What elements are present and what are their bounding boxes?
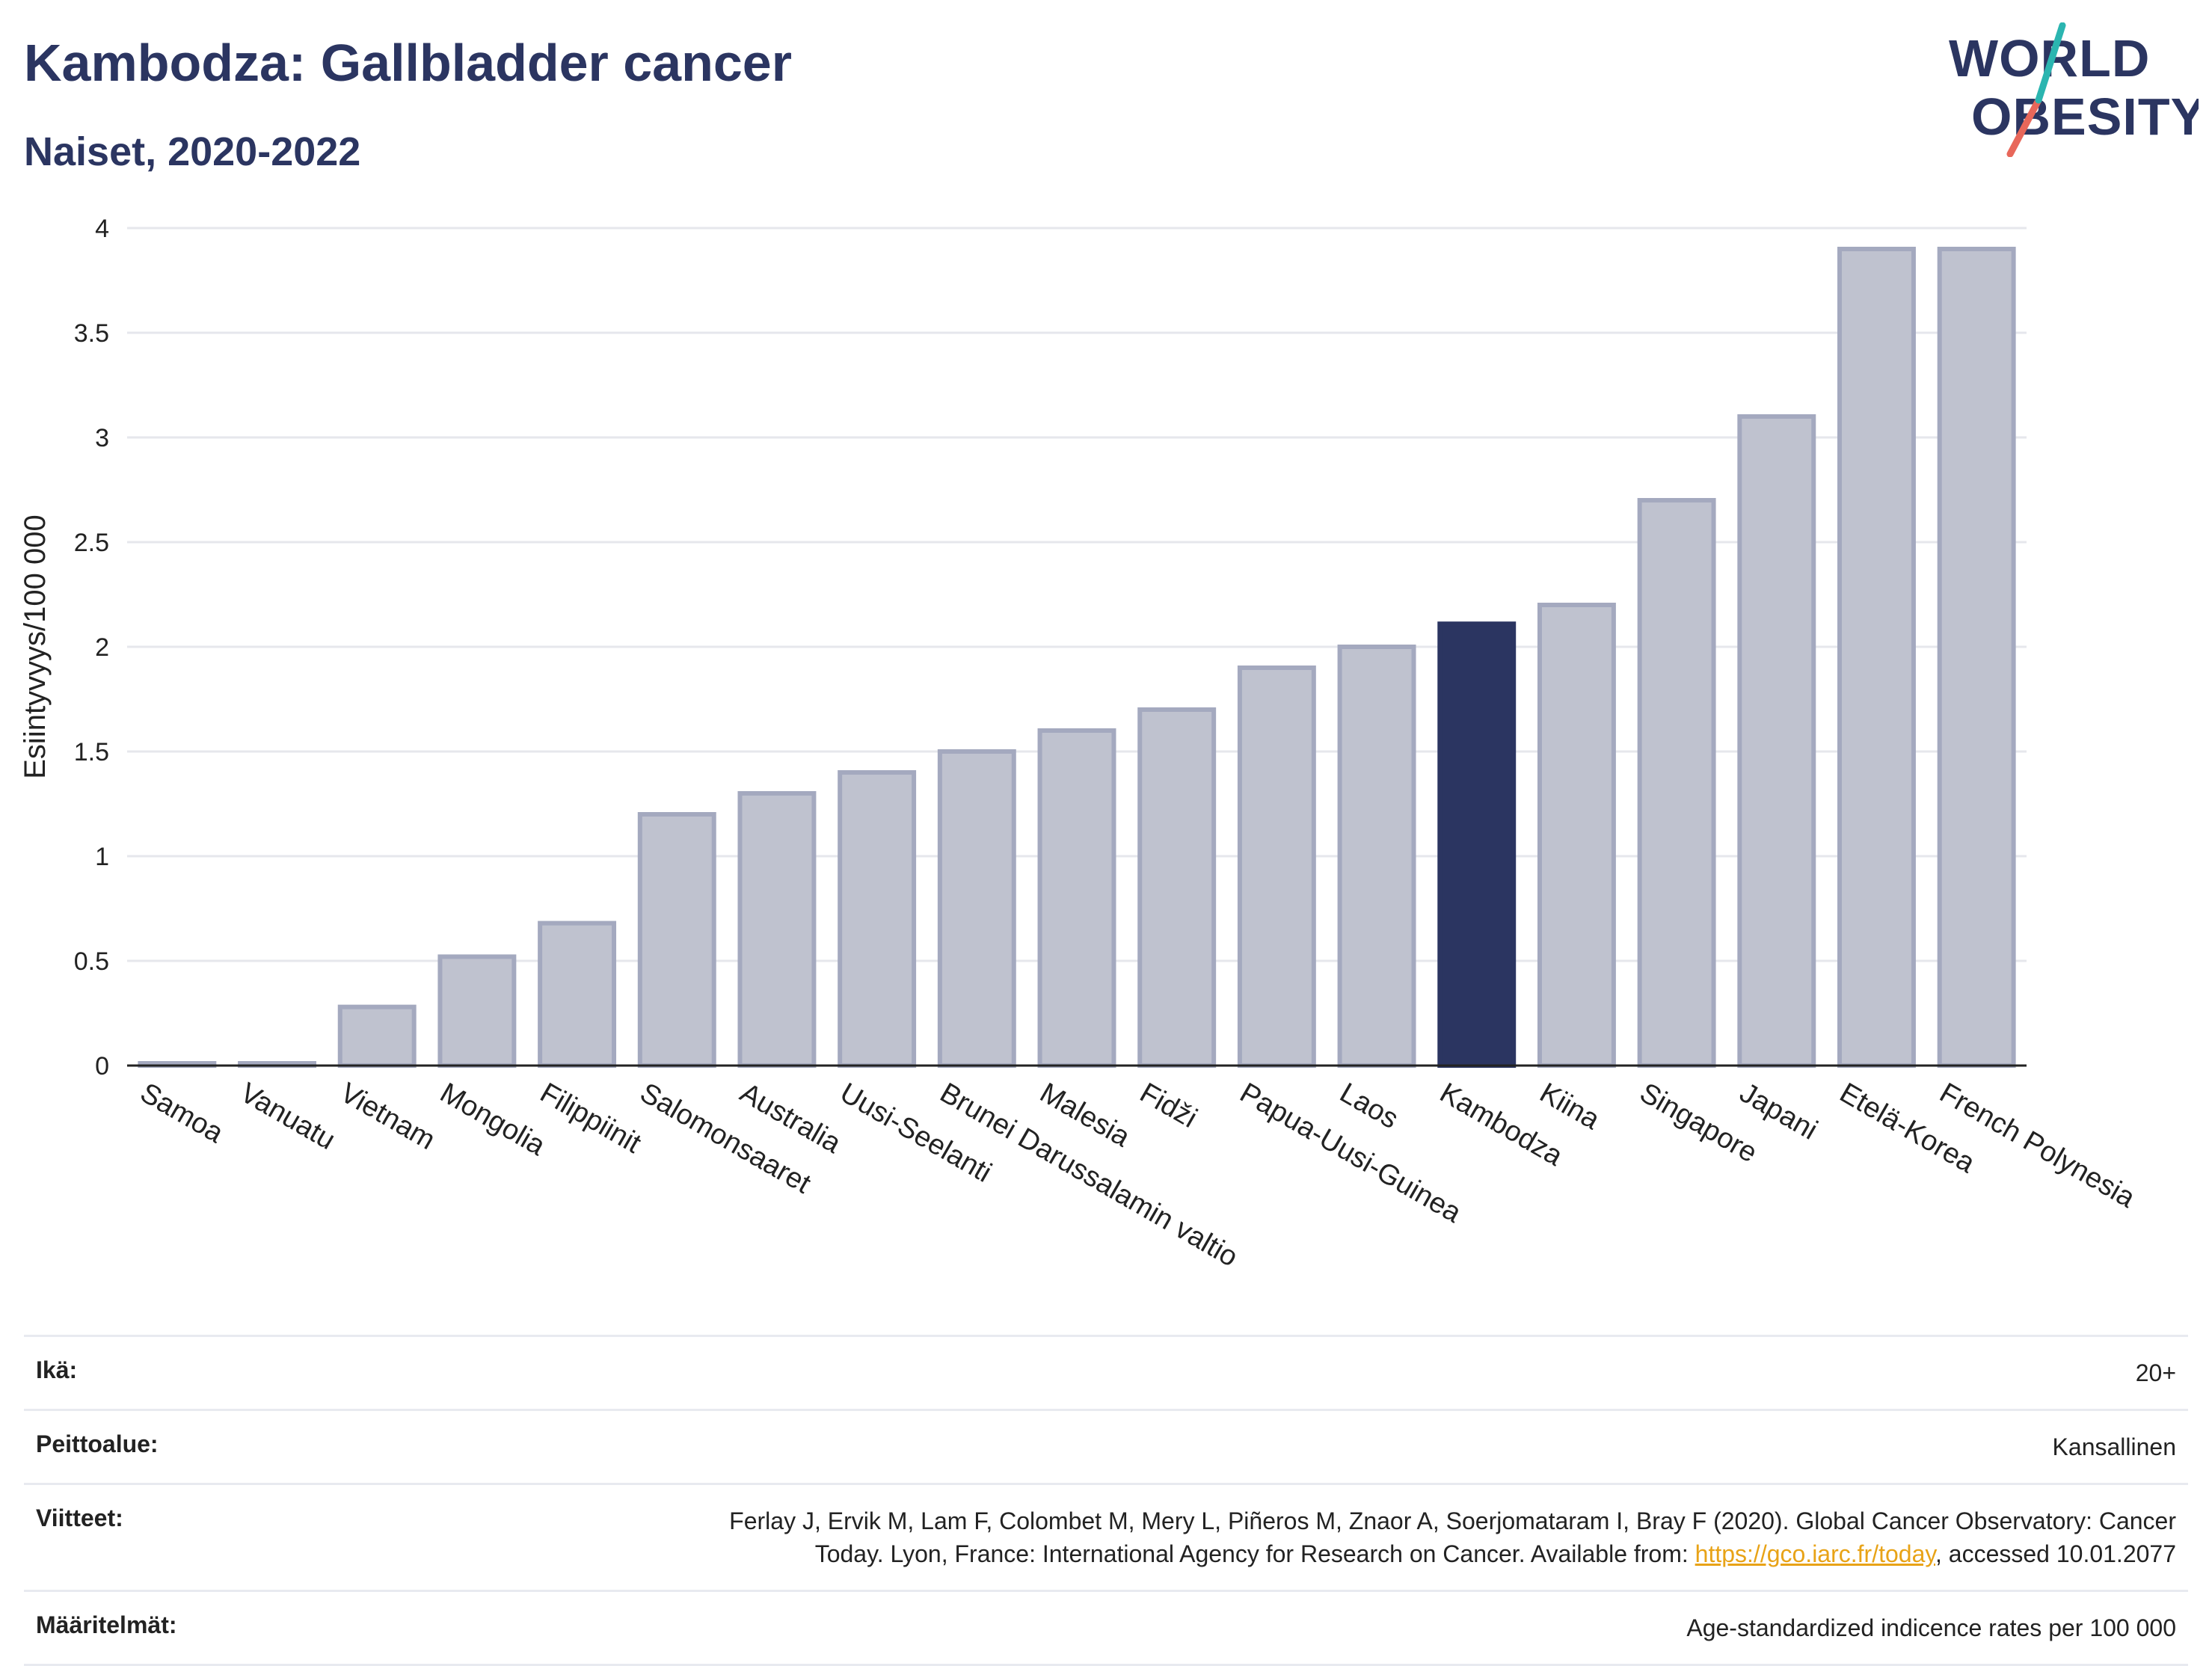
y-tick-label: 0.5	[74, 947, 109, 976]
y-tick-label: 1	[95, 843, 109, 871]
logo-accent-teal	[2035, 22, 2066, 104]
bar-singapore	[1637, 498, 1716, 1068]
reference-line-2-end: , accessed 10.01.2077	[1935, 1540, 2176, 1567]
x-tick-label: Filippiinit	[535, 1077, 646, 1160]
bar-filippiinit	[538, 920, 617, 1068]
y-tick-labels: 0 0.5 1 1.5 2 2.5 3 3.5 4	[74, 215, 109, 1081]
bar-french-polynesia	[1937, 247, 2016, 1068]
bar-chart: 0 0.5 1 1.5 2 2.5 3 3.5 4 Samoa VanuatuVietnamMon…	[19, 215, 2141, 1273]
bar-salomonsaaret	[637, 812, 716, 1068]
bar-kiina	[1537, 603, 1616, 1068]
x-tick-label: Samoa	[135, 1077, 229, 1149]
bar-laos	[1337, 645, 1416, 1068]
y-tick-label: 3	[95, 424, 109, 452]
x-tick-label: Salomonsaaret	[635, 1077, 817, 1199]
bar-etel-korea	[1837, 247, 1916, 1068]
x-tick-label: Laos	[1335, 1077, 1404, 1135]
x-tick-label: Vietnam	[335, 1077, 440, 1156]
y-tick-label: 2	[95, 633, 109, 662]
info-row-coverage: Peittoalue: Kansallinen	[24, 1409, 2188, 1483]
bars	[138, 247, 2016, 1069]
x-tick-label: Vanuatu	[235, 1077, 340, 1156]
info-value-age: 20+	[2135, 1359, 2176, 1386]
reference-link[interactable]: https://gco.iarc.fr/today	[1695, 1540, 1935, 1567]
info-value-references: Ferlay J, Ervik M, Lam F, Colombet M, Me…	[729, 1504, 2176, 1570]
bar-fid-i	[1137, 707, 1217, 1068]
reference-line-2-start: Today. Lyon, France: International Agenc…	[814, 1540, 1695, 1567]
x-tick-label: Kiina	[1534, 1077, 1606, 1136]
info-value-coverage: Kansallinen	[2052, 1433, 2176, 1460]
info-label-definitions: Määritelmät:	[36, 1611, 177, 1638]
bar-malesia	[1037, 728, 1116, 1068]
info-label-references: Viitteet:	[36, 1504, 123, 1531]
bar-mongolia	[437, 954, 517, 1069]
info-row-references: Viitteet: Ferlay J, Ervik M, Lam F, Colo…	[24, 1483, 2188, 1590]
bar-papua-uusi-guinea	[1237, 666, 1316, 1068]
chart-subtitle: Naiset, 2020-2022	[24, 129, 361, 174]
x-tick-label: Mongolia	[434, 1077, 550, 1162]
bar-australia	[737, 791, 817, 1068]
y-tick-label: 0	[95, 1052, 109, 1081]
y-tick-label: 2.5	[74, 529, 109, 557]
y-tick-label: 4	[95, 215, 109, 243]
info-table: Ikä: 20+ Peittoalue: Kansallinen Viittee…	[24, 1335, 2188, 1666]
x-tick-labels: Samoa VanuatuVietnamMongoliaFilippiinitSa…	[135, 1077, 2140, 1273]
info-value-definitions: Age-standardized indicence rates per 100…	[1686, 1614, 2176, 1641]
bar-uusi-seelanti	[838, 770, 917, 1068]
x-tick-label: Fidži	[1134, 1077, 1202, 1134]
bar-vietnam	[337, 1004, 417, 1068]
chart-title: Kambodza: Gallbladder cancer	[24, 34, 792, 92]
logo-line-2: OBESITY	[1971, 87, 2199, 146]
bar-japani	[1737, 414, 1816, 1068]
info-label-age: Ikä:	[36, 1356, 78, 1383]
reference-line-1: Ferlay J, Ervik M, Lam F, Colombet M, Me…	[729, 1507, 2176, 1534]
info-row-age: Ikä: 20+	[24, 1335, 2188, 1409]
y-axis-label: Esiintyvyys/100 000	[19, 514, 52, 779]
bar-kambodza	[1437, 621, 1517, 1068]
y-tick-label: 3.5	[74, 319, 109, 348]
logo-accent-red	[2006, 96, 2042, 157]
world-obesity-logo: WORLD OBESITY	[1949, 22, 2199, 157]
y-tick-label: 1.5	[74, 738, 109, 766]
bar-brunei-darussalamin-valtio	[937, 749, 1016, 1068]
info-label-coverage: Peittoalue:	[36, 1430, 159, 1457]
